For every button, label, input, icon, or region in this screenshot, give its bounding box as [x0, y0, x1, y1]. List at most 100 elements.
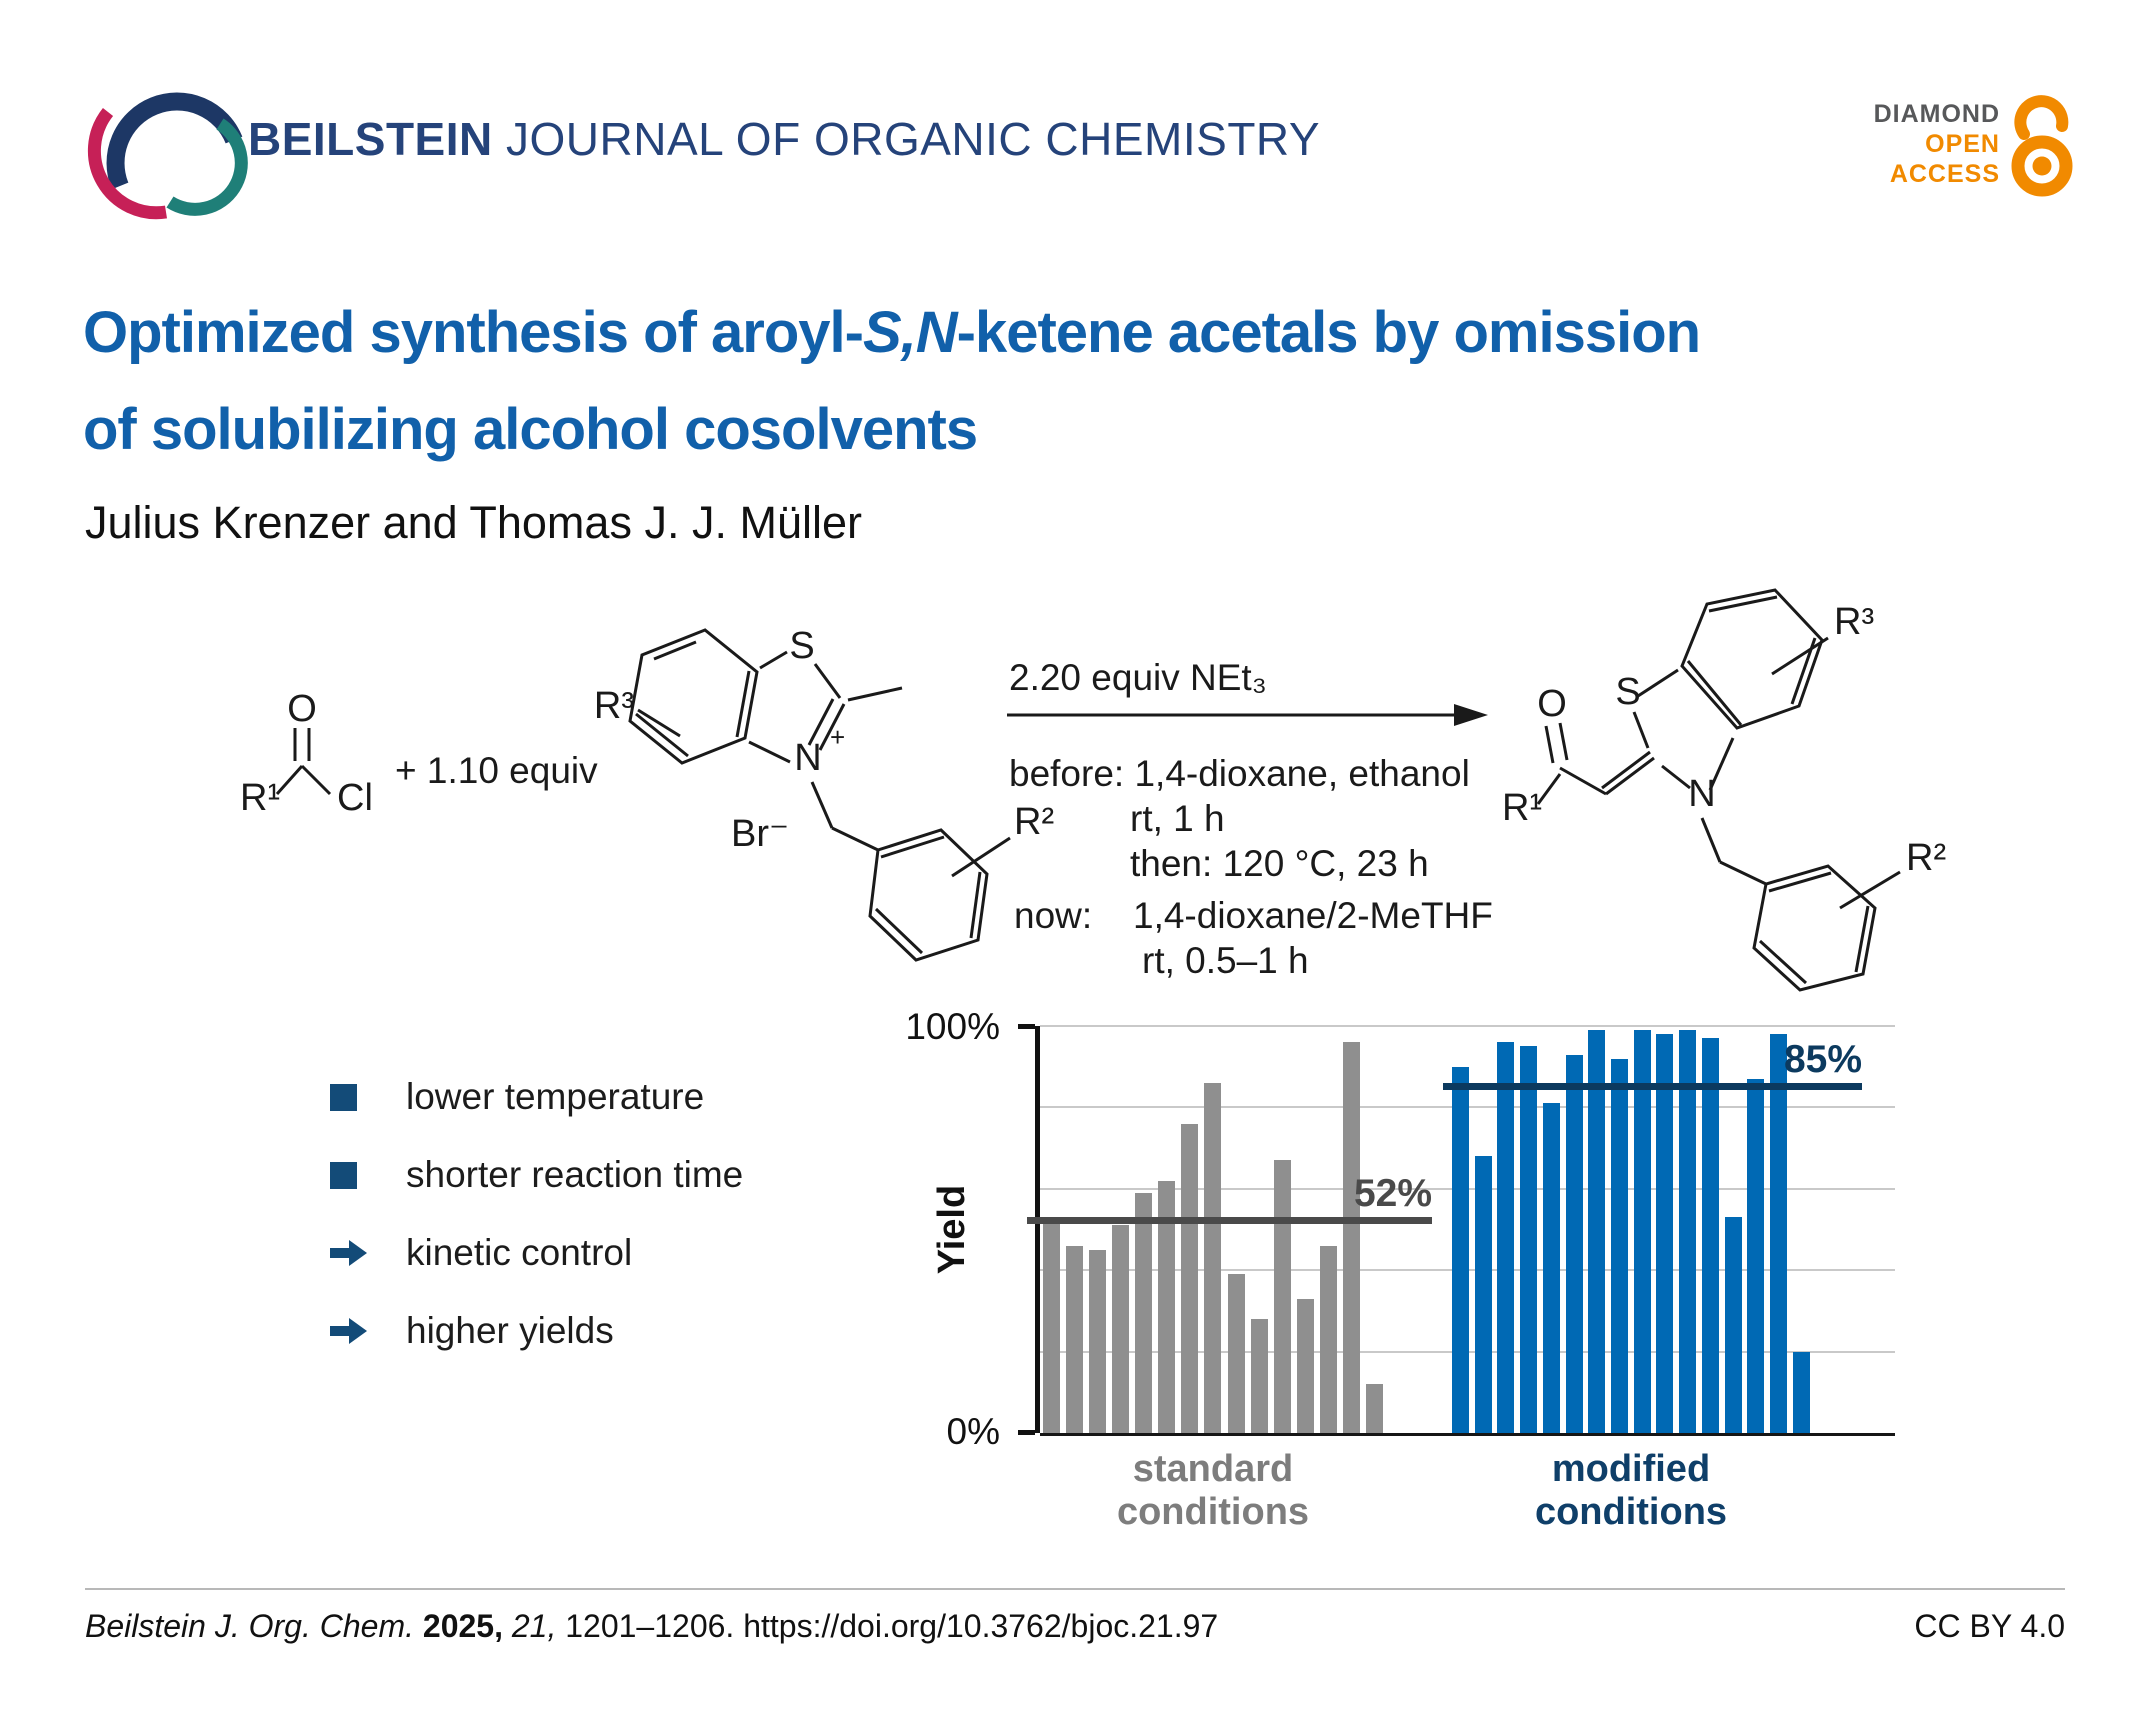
yield-bar — [1066, 1245, 1084, 1433]
avg-label-0: 52% — [1353, 1172, 1432, 1216]
o-label: O — [287, 688, 317, 730]
title-line1-post: -ketene acetals by omission — [956, 300, 1701, 365]
yield-bar — [1588, 1030, 1606, 1433]
cl-label: Cl — [337, 777, 373, 819]
y-axis-tick — [1018, 1430, 1035, 1435]
yield-bar — [1542, 1103, 1560, 1433]
yield-bar — [1701, 1038, 1719, 1433]
yield-bar — [1474, 1156, 1492, 1433]
bars-group-1 — [1452, 1026, 1810, 1433]
yield-bar — [1273, 1160, 1291, 1433]
chart-plot: 100% 0% Yield 52% 85% — [905, 1006, 1895, 1452]
gridline — [1040, 1025, 1895, 1027]
bars-group-0 — [1043, 1026, 1383, 1433]
cond-now-2: rt, 0.5–1 h — [1142, 940, 1309, 981]
beilstein-logo-swirl-icon — [87, 92, 248, 220]
article-title: Optimized synthesis of aroyl-S,N-ketene … — [83, 284, 2083, 478]
benefit-label: lower temperature — [406, 1076, 705, 1117]
title-line1-italic: S,N — [862, 300, 958, 365]
benzothiazolium-structure: S N + Br⁻ R² R³ — [594, 625, 1054, 962]
logo-arc-navy — [106, 92, 243, 190]
r3-label: R³ — [594, 685, 634, 727]
yield-bar — [1227, 1274, 1245, 1433]
product-s-label: S — [1615, 671, 1640, 713]
y-tick-label-100: 100% — [905, 1006, 1000, 1047]
list-item: kinetic control — [330, 1228, 743, 1278]
list-item: higher yields — [330, 1306, 743, 1356]
yield-bar — [1656, 1034, 1674, 1433]
citation-journal: Beilstein J. Org. Chem. — [85, 1608, 414, 1644]
title-line1-pre: Optimized synthesis of aroyl- — [83, 300, 864, 365]
avg-label-1: 85% — [1783, 1038, 1862, 1082]
group-label-standard: standard conditions — [1116, 1448, 1310, 1533]
y-axis-title: Yield — [928, 1026, 978, 1433]
badge-diamond-label: DIAMOND — [1873, 100, 2000, 128]
yield-bar — [1452, 1066, 1469, 1433]
open-access-badge: DIAMOND OPEN ACCESS — [1790, 99, 2000, 189]
yield-bar — [1679, 1030, 1697, 1433]
yield-bar — [1633, 1030, 1651, 1433]
yield-bar — [1497, 1042, 1515, 1433]
logo-arc-crimson — [87, 107, 167, 220]
benefits-list: lower temperature shorter reaction time … — [330, 1072, 743, 1384]
reaction-arrow — [1007, 704, 1488, 726]
group-label-modified: modified conditions — [1534, 1448, 1728, 1533]
yield-bar — [1181, 1123, 1199, 1433]
yield-bar — [1135, 1192, 1153, 1433]
yield-bar — [1770, 1034, 1788, 1433]
cond-now-1: 1,4-dioxane/2-MeTHF — [1133, 895, 1493, 936]
equiv-text: + 1.10 equiv — [395, 750, 598, 791]
yield-bar — [1204, 1082, 1222, 1433]
reaction-scheme: O R¹ Cl + 1.10 equiv S N + Br⁻ — [240, 588, 1946, 992]
list-item: shorter reaction time — [330, 1150, 743, 1200]
yield-bar — [1365, 1384, 1383, 1433]
logo-arc-teal — [166, 118, 248, 216]
square-bullet-icon — [330, 1161, 370, 1189]
yield-bar — [1792, 1351, 1810, 1433]
product-o-label: O — [1537, 683, 1567, 725]
authors: Julius Krenzer and Thomas J. J. Müller — [85, 497, 862, 548]
yield-bar — [1747, 1078, 1765, 1433]
avg-line-1 — [1443, 1083, 1862, 1091]
yield-chart: 100% 0% Yield 52% 85% standard condition… — [905, 1006, 1925, 1533]
s-label: S — [789, 625, 814, 667]
citation-pages: 1201–1206. — [565, 1608, 735, 1644]
citation-volume: 21, — [511, 1608, 557, 1644]
bromide-label: Br⁻ — [731, 813, 789, 855]
yield-bar — [1319, 1245, 1337, 1433]
arrow-bullet-icon — [330, 1240, 370, 1266]
arrowhead-icon — [1454, 704, 1488, 726]
footer-divider — [85, 1588, 2065, 1590]
journal-name: BEILSTEIN JOURNAL OF ORGANIC CHEMISTRY — [248, 112, 1320, 166]
license-label: CC BY 4.0 — [1914, 1608, 2065, 1644]
yield-bar — [1112, 1225, 1130, 1433]
open-lock-icon — [2011, 95, 2073, 197]
list-item: lower temperature — [330, 1072, 743, 1122]
product-r1-label: R¹ — [1502, 787, 1542, 829]
yield-bar — [1296, 1298, 1314, 1433]
y-axis-title-text: Yield — [931, 1184, 974, 1275]
product-r3-label: R³ — [1834, 601, 1874, 643]
yield-bar — [1724, 1217, 1742, 1433]
n-plus-charge: + — [830, 722, 845, 752]
arrow-bullet-icon — [330, 1318, 370, 1344]
title-line-2: of solubilizing alcohol cosolvents — [83, 397, 978, 462]
product-r2-label: R² — [1906, 837, 1946, 879]
yield-bar — [1520, 1046, 1538, 1433]
arrow-reagent: 2.20 equiv NEt₃ — [1009, 657, 1267, 698]
benefit-label: kinetic control — [406, 1232, 633, 1273]
y-tick-label-0: 0% — [946, 1411, 1000, 1452]
cond-now-label: now: — [1014, 895, 1092, 936]
yield-bar — [1565, 1054, 1583, 1433]
product-n-label: N — [1688, 773, 1715, 815]
n-label: N — [794, 737, 821, 779]
acyl-chloride-structure: O R¹ Cl — [240, 688, 373, 819]
r1-label: R¹ — [240, 777, 280, 819]
cond-before-2: rt, 1 h — [1130, 798, 1225, 839]
yield-bar — [1089, 1249, 1107, 1433]
avg-line-0 — [1027, 1217, 1432, 1225]
journal-name-rest: JOURNAL OF ORGANIC CHEMISTRY — [492, 113, 1320, 165]
citation-doi-link[interactable]: https://doi.org/10.3762/bjoc.21.97 — [743, 1608, 1219, 1644]
cond-before-1: before: 1,4-dioxane, ethanol — [1009, 753, 1470, 794]
yield-bar — [1250, 1319, 1268, 1433]
